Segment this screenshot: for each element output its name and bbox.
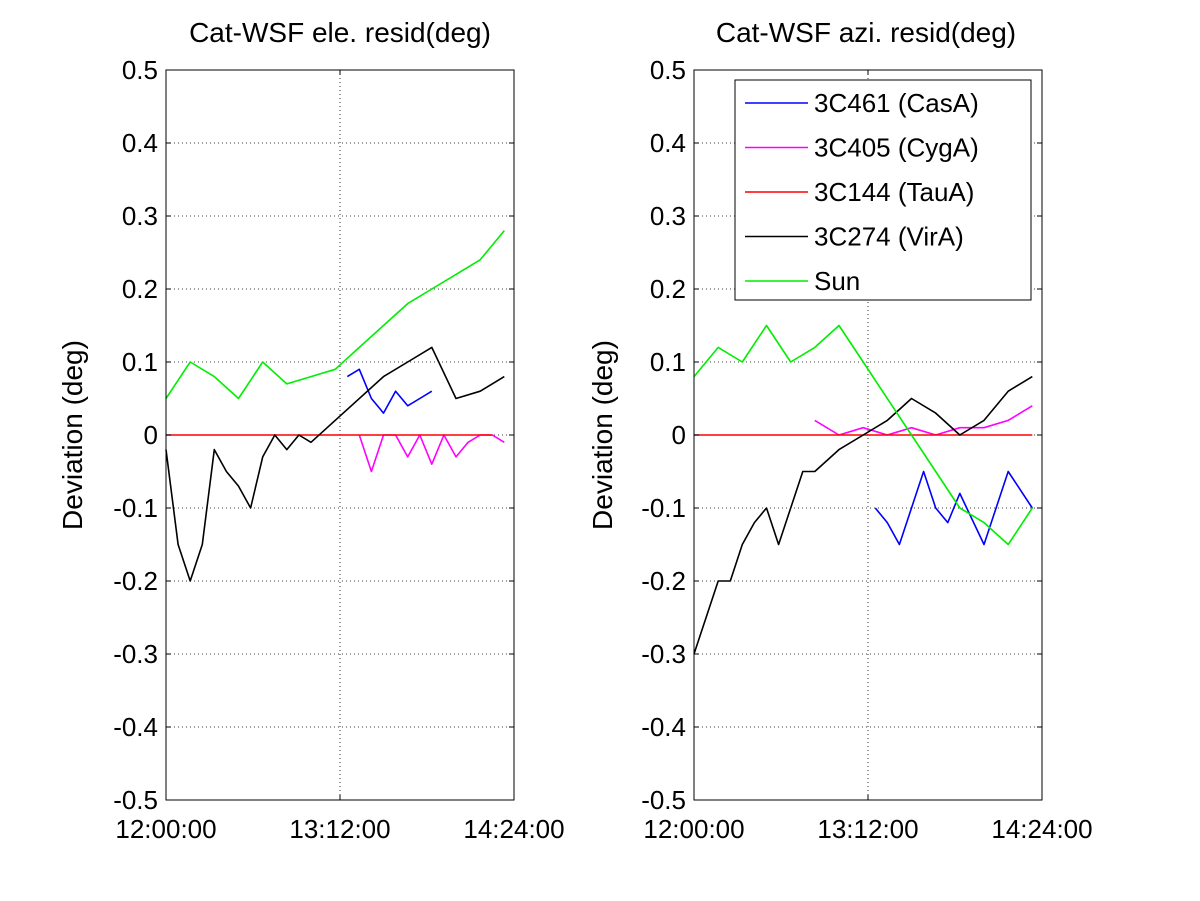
series-line-sun	[693, 324, 1033, 546]
legend-label: 3C144 (TauA)	[814, 177, 974, 207]
y-tick-label: -0.3	[113, 639, 158, 669]
series-group-azimuth	[693, 324, 1033, 655]
y-tick-label: -0.3	[641, 639, 686, 669]
x-tick-label: 12:00:00	[115, 814, 216, 844]
x-ticks-elevation: 12:00:00 13:12:00 14:24:00	[115, 70, 565, 844]
chart-title-azimuth: Cat-WSF azi. resid(deg)	[716, 17, 1016, 48]
y-tick-label: -0.2	[641, 566, 686, 596]
y-tick-label: 0	[144, 420, 158, 450]
y-tick-label: -0.1	[641, 493, 686, 523]
y-tick-label: -0.4	[113, 712, 158, 742]
series-line-3c274-vira	[165, 346, 505, 582]
y-tick-label: 0.3	[650, 201, 686, 231]
y-tick-label: 0.4	[122, 128, 158, 158]
subplot-elevation: Cat-WSF ele. resid(deg) Deviation (deg) …	[57, 17, 565, 844]
chart-title-elevation: Cat-WSF ele. resid(deg)	[189, 17, 491, 48]
legend-label: Sun	[814, 266, 860, 296]
legend-entries: 3C461 (CasA) 3C405 (CygA) 3C144 (TauA) 3C27…	[745, 88, 979, 296]
x-tick-label: 12:00:00	[643, 814, 744, 844]
x-ticks-azimuth: 12:00:00 13:12:00 14:24:00	[643, 70, 1093, 844]
legend-label: 3C405 (CygA)	[814, 133, 979, 163]
y-tick-label: -0.4	[641, 712, 686, 742]
y-ticks-elevation: 0.5 0.4 0.3 0.2 0.1 0 -0.1 -0.2 -0.3 -0.4 -0.5	[113, 55, 514, 815]
legend-label: 3C461 (CasA)	[814, 88, 979, 118]
series-line-3c461-casa	[874, 470, 1033, 546]
series-line-3c405-cyga	[814, 405, 1033, 436]
y-tick-label: -0.1	[113, 493, 158, 523]
series-line-3c461-casa	[346, 368, 433, 414]
x-tick-label: 13:12:00	[817, 814, 918, 844]
y-tick-label: 0.1	[650, 347, 686, 377]
x-tick-label: 14:24:00	[991, 814, 1092, 844]
series-line-3c274-vira	[693, 375, 1033, 655]
y-tick-label: 0.1	[122, 347, 158, 377]
y-tick-label: 0.4	[650, 128, 686, 158]
y-tick-label: -0.5	[113, 785, 158, 815]
y-axis-label-azimuth: Deviation (deg)	[587, 340, 618, 530]
y-tick-label: 0.2	[650, 274, 686, 304]
subplot-azimuth: Cat-WSF azi. resid(deg) Deviation (deg) …	[587, 17, 1093, 844]
legend: 3C461 (CasA) 3C405 (CygA) 3C144 (TauA) 3C27…	[734, 79, 1032, 301]
series-line-sun	[165, 230, 505, 400]
y-tick-label: 0.3	[122, 201, 158, 231]
y-tick-label: 0.5	[650, 55, 686, 85]
y-tick-label: 0	[672, 420, 686, 450]
series-group-elevation	[165, 230, 505, 582]
x-tick-label: 14:24:00	[463, 814, 564, 844]
x-tick-label: 13:12:00	[289, 814, 390, 844]
legend-box	[734, 79, 1032, 301]
y-tick-label: 0.5	[122, 55, 158, 85]
y-tick-label: 0.2	[122, 274, 158, 304]
y-axis-label-elevation: Deviation (deg)	[57, 340, 88, 530]
y-ticks-azimuth: 0.5 0.4 0.3 0.2 0.1 0 -0.1 -0.2 -0.3 -0.4 -0.5	[641, 55, 1042, 815]
legend-label: 3C274 (VirA)	[814, 222, 964, 252]
y-tick-label: -0.5	[641, 785, 686, 815]
y-tick-label: -0.2	[113, 566, 158, 596]
